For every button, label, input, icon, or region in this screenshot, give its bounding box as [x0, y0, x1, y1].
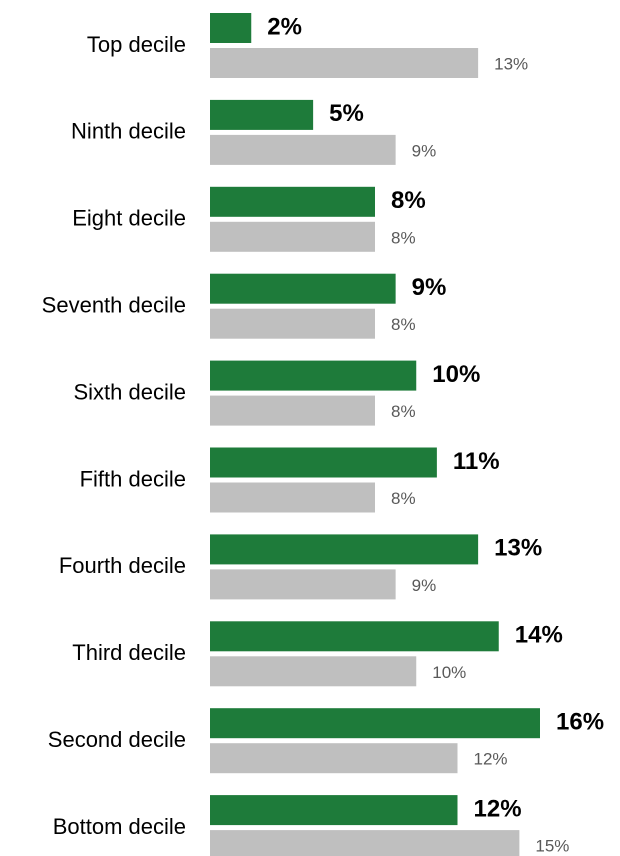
data-label-primary: 14% [515, 622, 563, 649]
data-label-primary: 2% [267, 13, 302, 40]
data-label-secondary: 8% [391, 228, 416, 247]
data-label-primary: 8% [391, 187, 426, 214]
data-label-primary: 9% [412, 274, 447, 301]
bar-secondary [210, 743, 458, 774]
bar-secondary [210, 134, 396, 165]
data-label-primary: 13% [494, 535, 542, 562]
data-label-secondary: 13% [494, 54, 528, 73]
data-label-secondary: 9% [412, 576, 437, 595]
category-label: Eight decile [72, 206, 186, 231]
data-label-secondary: 12% [474, 750, 508, 769]
category-label: Second decile [48, 727, 186, 752]
data-label-primary: 16% [556, 709, 604, 736]
bar-primary [210, 708, 540, 739]
category-label: Seventh decile [42, 293, 186, 318]
bar-primary [210, 360, 417, 391]
category-label: Third decile [72, 640, 186, 665]
data-label-primary: 12% [474, 795, 522, 822]
bar-secondary [210, 395, 375, 426]
bar-secondary [210, 308, 375, 339]
bar-primary [210, 621, 499, 652]
bar-secondary [210, 48, 479, 78]
bar-secondary [210, 482, 375, 513]
bar-primary [210, 534, 479, 565]
data-label-primary: 10% [432, 361, 480, 388]
bar-secondary [210, 569, 396, 600]
data-label-primary: 11% [453, 448, 500, 475]
bar-secondary [210, 221, 375, 252]
data-label-secondary: 10% [432, 663, 466, 682]
data-label-secondary: 8% [391, 315, 416, 334]
data-label-secondary: 15% [535, 837, 569, 856]
data-label-secondary: 8% [391, 489, 416, 508]
bar-primary [210, 99, 314, 130]
bar-secondary [210, 656, 417, 687]
data-label-secondary: 9% [412, 141, 437, 160]
category-label: Fourth decile [59, 553, 186, 578]
category-label: Top decile [87, 32, 186, 57]
bar-primary [210, 186, 375, 217]
data-label-primary: 5% [329, 100, 364, 127]
bar-primary [210, 273, 396, 304]
category-label: Sixth decile [73, 379, 186, 404]
bar-primary [210, 13, 252, 43]
bar-primary [210, 447, 437, 478]
data-label-secondary: 8% [391, 402, 416, 421]
bar-secondary [210, 830, 520, 856]
category-label: Fifth decile [80, 466, 186, 491]
bar-primary [210, 795, 458, 826]
category-label: Ninth decile [71, 119, 186, 144]
category-label: Bottom decile [53, 814, 186, 839]
